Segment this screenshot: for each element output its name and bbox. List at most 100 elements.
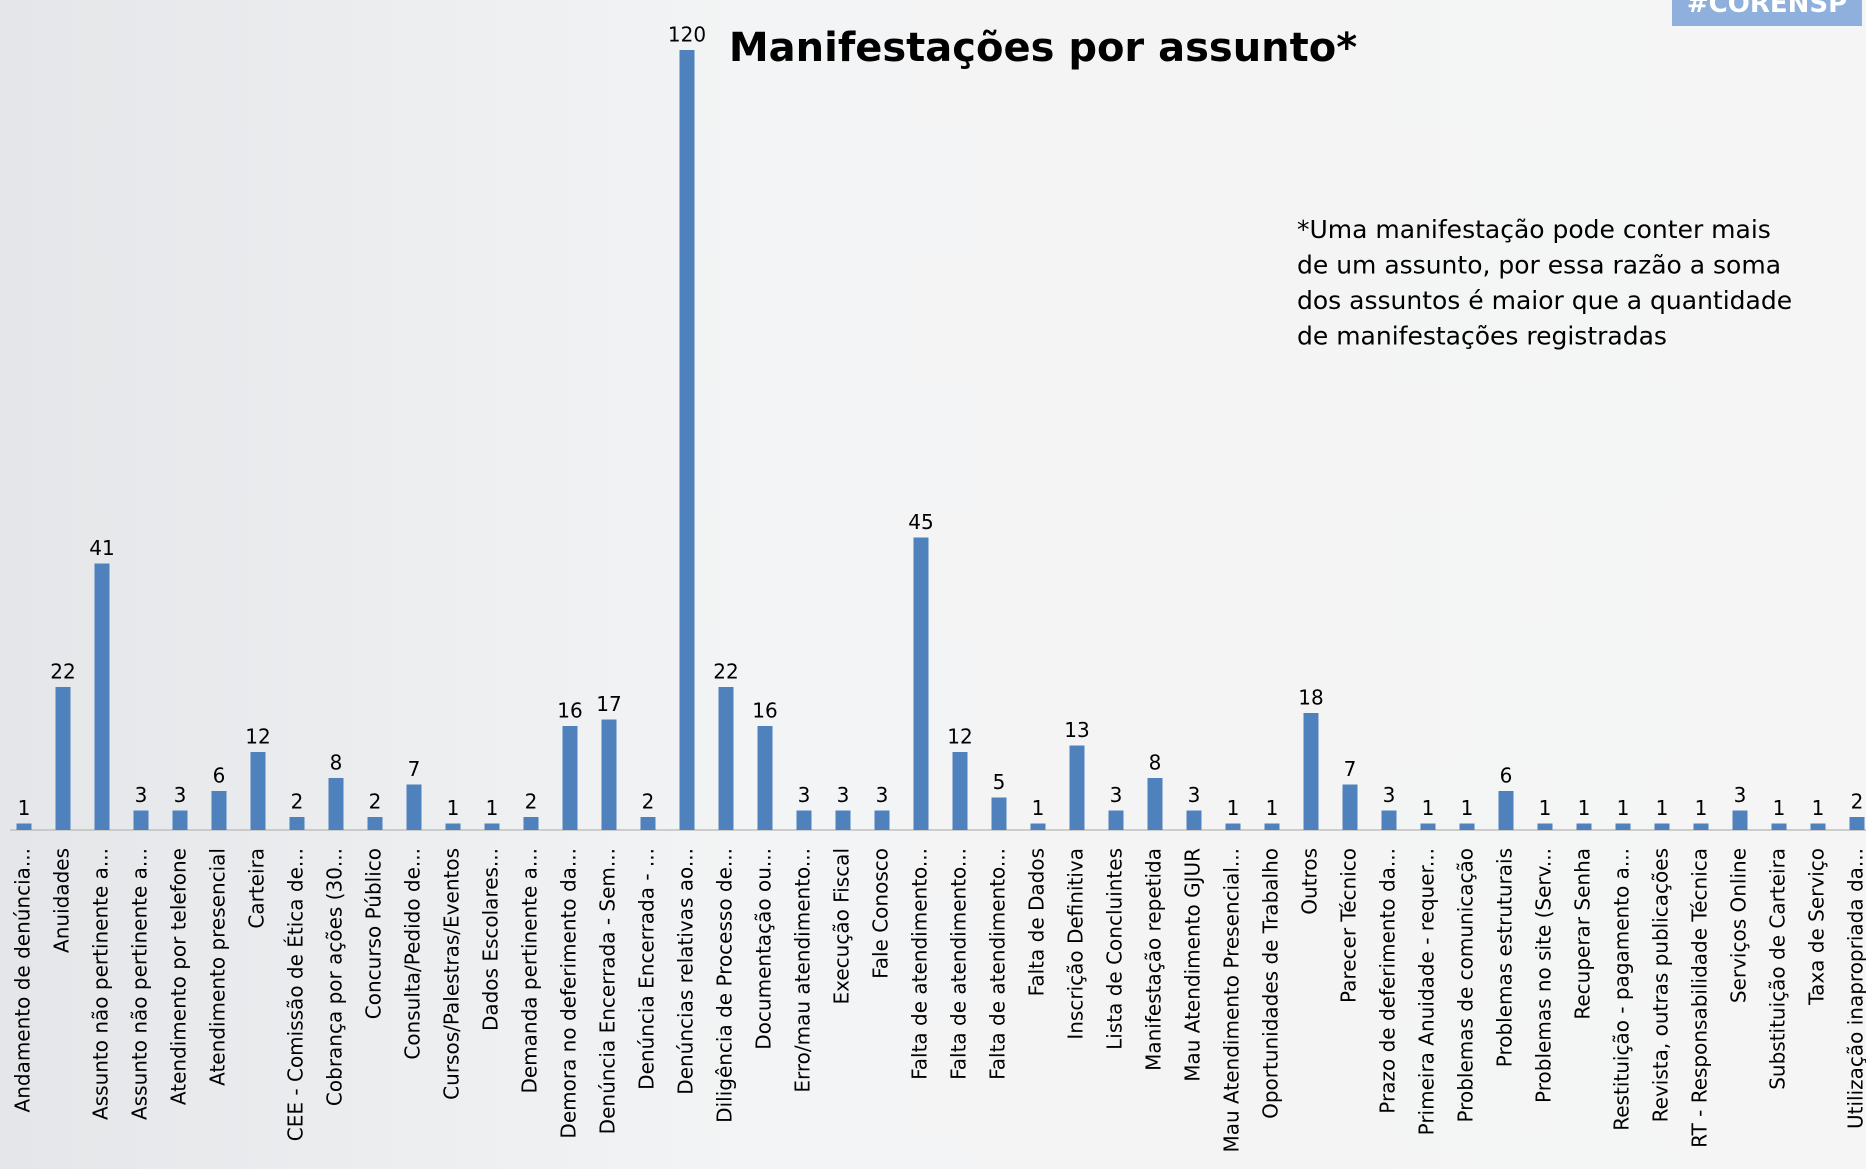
x-tick-label: Assunto não pertinente a... bbox=[128, 848, 152, 1120]
bar bbox=[94, 563, 110, 830]
bar bbox=[1771, 823, 1787, 830]
value-label: 17 bbox=[596, 692, 621, 716]
bar bbox=[913, 537, 929, 830]
x-tick-label: Denúncia Encerrada - Sem... bbox=[596, 848, 620, 1134]
bar bbox=[1030, 823, 1046, 830]
bar bbox=[1576, 823, 1592, 830]
value-label: 6 bbox=[213, 764, 226, 788]
value-label: 1 bbox=[1422, 796, 1435, 820]
bar bbox=[1420, 823, 1436, 830]
bar bbox=[523, 817, 539, 830]
x-tick-label: Prazo de deferimento da... bbox=[1376, 848, 1400, 1114]
bar bbox=[1186, 810, 1202, 830]
value-label: 1 bbox=[1812, 796, 1825, 820]
x-tick-label: Denúncia Encerrada - ... bbox=[635, 848, 659, 1090]
x-tick-label: Taxa de Serviço bbox=[1805, 848, 1829, 1006]
bar bbox=[328, 778, 344, 830]
bar bbox=[991, 797, 1007, 830]
x-tick-label: Inscrição Definitiva bbox=[1064, 848, 1088, 1040]
x-tick-label: Mau Atendimento GJUR bbox=[1181, 848, 1205, 1082]
x-tick-label: Documentação ou... bbox=[752, 848, 776, 1050]
value-label: 1 bbox=[1032, 796, 1045, 820]
logo-box bbox=[1672, 0, 1862, 26]
value-label: 18 bbox=[1298, 686, 1323, 710]
x-tick-label: Demanda pertinente a... bbox=[518, 848, 542, 1094]
x-tick-label: Parecer Técnico bbox=[1337, 848, 1361, 1003]
value-label: 1 bbox=[1773, 796, 1786, 820]
bar bbox=[289, 817, 305, 830]
bar bbox=[562, 726, 578, 830]
bar bbox=[1732, 810, 1748, 830]
x-tick-label: Cobrança por ações (30... bbox=[323, 848, 347, 1106]
bar bbox=[796, 810, 812, 830]
bar bbox=[406, 784, 422, 830]
value-label: 3 bbox=[1734, 783, 1747, 807]
bar bbox=[1498, 791, 1514, 830]
x-tick-label: Dados Escolares... bbox=[479, 848, 503, 1031]
bar bbox=[1303, 713, 1319, 830]
x-tick-label: Andamento de denúncia... bbox=[11, 848, 35, 1112]
x-tick-label: Problemas estruturais bbox=[1493, 848, 1517, 1067]
bar bbox=[55, 687, 71, 830]
value-label: 13 bbox=[1064, 718, 1089, 742]
bar bbox=[367, 817, 383, 830]
x-tick-label: Carteira bbox=[245, 848, 269, 929]
x-tick-label: Cursos/Palestras/Eventos bbox=[440, 848, 464, 1100]
x-tick-label: Revista, outras publicações bbox=[1649, 848, 1673, 1122]
x-tick-label: Problemas no site (Serv... bbox=[1532, 848, 1556, 1103]
value-label: 12 bbox=[245, 725, 270, 749]
bar bbox=[1069, 745, 1085, 830]
value-label: 16 bbox=[752, 699, 777, 723]
value-label: 1 bbox=[1656, 796, 1669, 820]
bar bbox=[1147, 778, 1163, 830]
bar bbox=[1108, 810, 1124, 830]
value-label: 2 bbox=[1851, 790, 1864, 814]
chart-title: Manifestações por assunto* bbox=[729, 25, 1357, 71]
value-label: 2 bbox=[525, 790, 538, 814]
bar bbox=[445, 823, 461, 830]
value-label: 1 bbox=[1695, 796, 1708, 820]
x-tick-label: Assunto não pertinente a... bbox=[89, 848, 113, 1120]
x-tick-label: Utilização inapropriada da... bbox=[1844, 848, 1866, 1129]
value-label: 2 bbox=[642, 790, 655, 814]
value-label: 3 bbox=[1383, 783, 1396, 807]
value-label: 8 bbox=[330, 751, 343, 775]
bar bbox=[16, 823, 32, 830]
logo: #CORENSP bbox=[1687, 0, 1847, 19]
x-tick-label: Primeira Anuidade - requer... bbox=[1415, 848, 1439, 1135]
value-label: 3 bbox=[798, 783, 811, 807]
bar bbox=[601, 719, 617, 830]
value-label: 3 bbox=[174, 783, 187, 807]
bar bbox=[1537, 823, 1553, 830]
note-line: *Uma manifestação pode conter mais bbox=[1297, 215, 1771, 244]
value-label: 1 bbox=[1617, 796, 1630, 820]
note-line: de manifestações registradas bbox=[1297, 322, 1667, 351]
value-label: 2 bbox=[291, 790, 304, 814]
value-label: 1 bbox=[18, 796, 31, 820]
value-label: 3 bbox=[837, 783, 850, 807]
bar bbox=[718, 687, 734, 830]
x-tick-label: Erro/mau atendimento... bbox=[791, 848, 815, 1093]
bar bbox=[874, 810, 890, 830]
value-label: 3 bbox=[135, 783, 148, 807]
bar bbox=[679, 50, 695, 830]
bar bbox=[133, 810, 149, 830]
bar bbox=[172, 810, 188, 830]
bar bbox=[484, 823, 500, 830]
value-label: 1 bbox=[486, 796, 499, 820]
bar bbox=[1849, 817, 1865, 830]
x-tick-label: Denúncias relativas ao... bbox=[674, 848, 698, 1095]
x-tick-label: Serviços Online bbox=[1727, 848, 1751, 1003]
bar bbox=[250, 752, 266, 830]
x-tick-label: Manifestação repetida bbox=[1142, 848, 1166, 1071]
bar bbox=[1693, 823, 1709, 830]
x-tick-label: Atendimento por telefone bbox=[167, 848, 191, 1105]
x-tick-label: Concurso Público bbox=[362, 848, 386, 1019]
value-label: 120 bbox=[668, 23, 706, 47]
value-label: 7 bbox=[408, 757, 421, 781]
bar bbox=[1342, 784, 1358, 830]
x-tick-label: Lista de Concluintes bbox=[1103, 848, 1127, 1050]
bar bbox=[1810, 823, 1826, 830]
value-label: 3 bbox=[1188, 783, 1201, 807]
